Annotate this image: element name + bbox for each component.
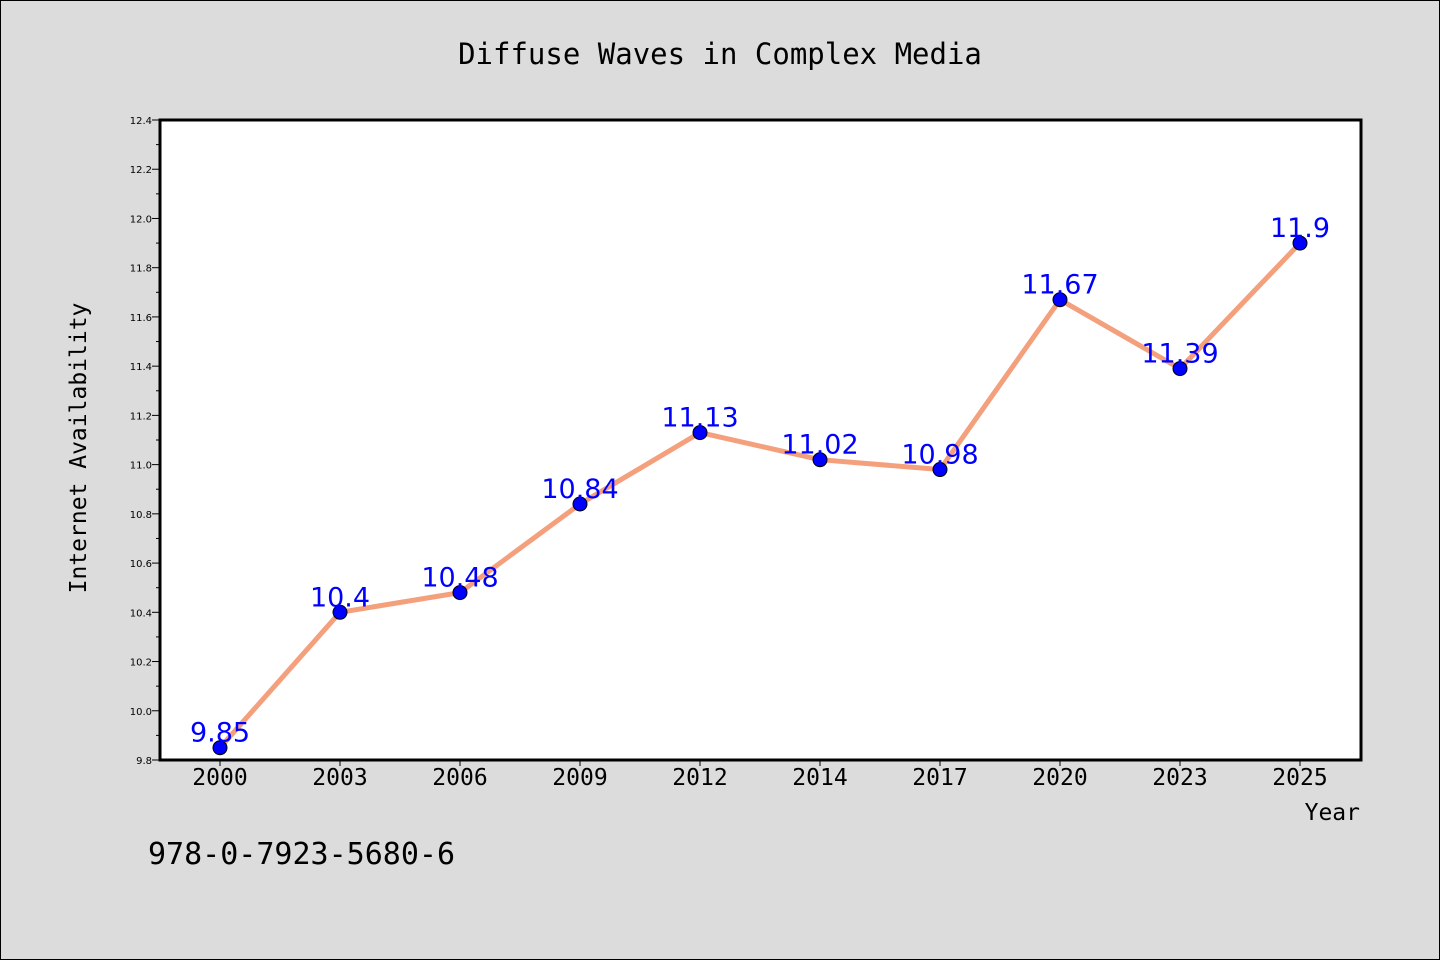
data-point (1172, 361, 1188, 377)
data-point (572, 496, 588, 512)
x-tick-label: 2012 (672, 765, 727, 791)
data-label: 11.13 (661, 403, 738, 434)
y-axis-label: Internet Availability (66, 303, 92, 594)
y-tick-label: 10.8 (130, 510, 152, 521)
y-tick-label: 11.2 (130, 411, 152, 422)
data-label: 11.02 (781, 430, 858, 461)
series-line (218, 241, 1302, 750)
data-point (692, 425, 708, 441)
y-tick-label: 12.0 (130, 214, 152, 225)
y-tick-label: 12.4 (130, 116, 152, 127)
x-tick-label: 2025 (1272, 765, 1327, 791)
y-axis: 9.8 10.0 10.2 10.4 10.6 10.8 11.0 11.2 11.4 11.6 1… (130, 116, 160, 767)
x-tick-label: 2003 (312, 765, 367, 791)
data-point (1292, 235, 1308, 251)
data-label: 9.85 (190, 718, 250, 749)
chart-title: Diffuse Waves in Complex Media (458, 37, 982, 71)
y-tick-label: 10.0 (130, 707, 152, 718)
data-point (332, 604, 348, 620)
x-axis-label: Year (1305, 800, 1360, 826)
y-tick-label: 11.4 (130, 362, 152, 373)
y-tick-label: 10.4 (130, 608, 152, 619)
x-tick-label: 2006 (432, 765, 487, 791)
isbn-text: 978-0-7923-5680-6 (148, 837, 455, 872)
x-tick-label: 2020 (1032, 765, 1087, 791)
data-label: 10.98 (901, 440, 978, 471)
data-label: 11.67 (1021, 270, 1098, 301)
data-label: 11.9 (1270, 213, 1330, 244)
series-markers (212, 235, 1308, 756)
data-label: 10.48 (421, 563, 498, 594)
y-tick-label: 11.6 (130, 313, 152, 324)
plot-area (158, 118, 1363, 762)
y-tick-label: 10.6 (130, 559, 152, 570)
data-label: 11.39 (1141, 339, 1218, 370)
y-tick-label: 11.8 (130, 264, 152, 275)
y-tick-label: 11.0 (130, 461, 152, 472)
y-tick-label: 9.8 (136, 756, 152, 767)
data-point (452, 585, 468, 601)
x-axis: 2000 2003 2006 2009 2012 2014 2017 2020 2023 2025 (192, 760, 1328, 791)
y-tick-label: 12.2 (130, 165, 152, 176)
data-labels: 9.85 10.4 10.48 10.84 11.13 11.02 10.98 11.67 11… (190, 213, 1330, 749)
data-point (212, 740, 228, 756)
x-tick-label: 2000 (192, 765, 247, 791)
x-tick-label: 2009 (552, 765, 607, 791)
x-tick-label: 2017 (912, 765, 967, 791)
data-point (932, 462, 948, 478)
x-tick-label: 2023 (1152, 765, 1207, 791)
data-label: 10.4 (310, 582, 370, 613)
data-label: 10.84 (541, 474, 618, 505)
y-tick-label: 10.2 (130, 658, 152, 669)
data-point (812, 452, 828, 468)
data-point (1052, 292, 1068, 308)
x-tick-label: 2014 (792, 765, 847, 791)
